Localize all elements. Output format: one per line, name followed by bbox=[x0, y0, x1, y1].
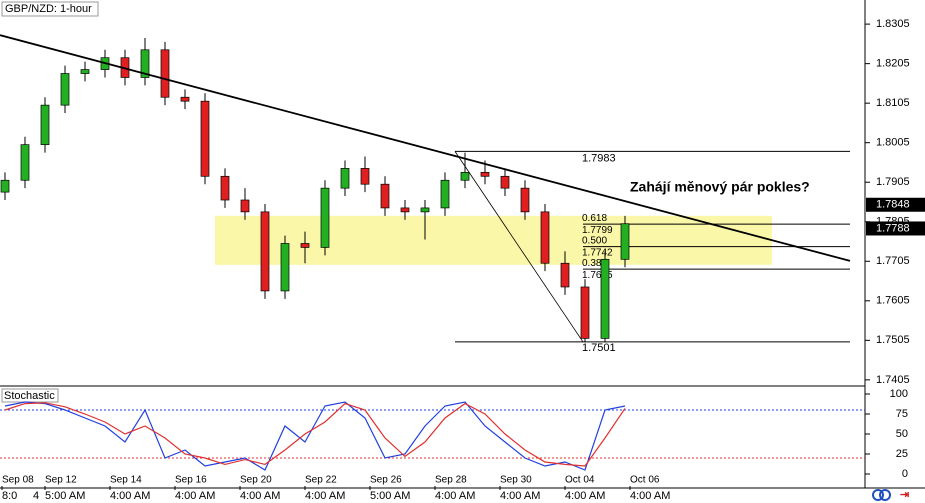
date-label: Sep 30 bbox=[500, 475, 532, 486]
close-icon[interactable]: ⇥ bbox=[900, 489, 909, 501]
chart-title: GBP/NZD: 1-hour bbox=[5, 3, 92, 15]
time-label: 4:00 AM bbox=[565, 490, 605, 502]
time-label: 4 bbox=[33, 490, 39, 502]
candle-body bbox=[540, 211, 550, 264]
fib-price: 1.7742 bbox=[582, 247, 613, 258]
candle-body bbox=[500, 175, 510, 189]
y-tick-label: 1.8105 bbox=[876, 97, 910, 109]
y-tick-label: 1.8205 bbox=[876, 58, 910, 70]
fib-diagonal bbox=[454, 151, 584, 343]
stoch-line bbox=[4, 401, 626, 471]
candle-body bbox=[420, 207, 430, 213]
link-icon[interactable] bbox=[872, 489, 884, 501]
date-label: Sep 12 bbox=[45, 475, 77, 486]
fib-ratio: 0.382 bbox=[582, 258, 607, 269]
candle-body bbox=[240, 199, 250, 213]
candle-body bbox=[180, 96, 190, 102]
date-label: Sep 22 bbox=[305, 475, 337, 486]
date-label: Oct 04 bbox=[565, 475, 595, 486]
time-label: 4:00 AM bbox=[175, 490, 215, 502]
candle-body bbox=[600, 258, 610, 339]
time-label: 4:00 AM bbox=[305, 490, 345, 502]
candle-body bbox=[80, 69, 90, 74]
price-tag bbox=[866, 221, 925, 236]
title-box bbox=[1, 1, 99, 17]
date-label: Sep 14 bbox=[110, 475, 142, 486]
candle-body bbox=[520, 187, 530, 213]
candle-body bbox=[320, 187, 330, 248]
y-tick-label: 1.7505 bbox=[876, 334, 910, 346]
stoch-tick-label: 0 bbox=[902, 468, 908, 480]
candle-body bbox=[620, 223, 630, 260]
stoch-title: Stochastic bbox=[4, 390, 55, 402]
time-label: 4:00 AM bbox=[240, 490, 280, 502]
date-label: Sep 16 bbox=[175, 475, 207, 486]
candle-body bbox=[160, 49, 170, 98]
fib-price: 1.7799 bbox=[582, 225, 613, 236]
candle-body bbox=[300, 243, 310, 248]
time-label: 4:00 AM bbox=[500, 490, 540, 502]
candle-body bbox=[260, 211, 270, 292]
candle-body bbox=[560, 262, 570, 288]
price-tag bbox=[866, 197, 925, 212]
price-tag-label: 1.7788 bbox=[876, 222, 910, 234]
fib-ratio: 0.500 bbox=[582, 235, 607, 246]
time-label: 5:00 AM bbox=[370, 490, 410, 502]
trendline bbox=[0, 34, 851, 262]
candle-body bbox=[40, 104, 50, 146]
candle-body bbox=[60, 73, 70, 106]
candle-body bbox=[140, 49, 150, 78]
candle-body bbox=[220, 175, 230, 201]
fib-price: 1.7685 bbox=[582, 270, 613, 281]
stoch-tick-label: 100 bbox=[890, 388, 908, 400]
candle-body bbox=[280, 243, 290, 292]
y-tick-label: 1.8305 bbox=[876, 18, 910, 30]
candle-body bbox=[460, 171, 470, 181]
stoch-tick-label: 75 bbox=[896, 408, 908, 420]
date-label: Sep 28 bbox=[435, 475, 467, 486]
icons[interactable]: ⇥ bbox=[872, 489, 909, 501]
time-label: 4:00 AM bbox=[110, 490, 150, 502]
stoch-tick-label: 50 bbox=[896, 428, 908, 440]
candle-body bbox=[0, 179, 10, 193]
time-label: 5:00 AM bbox=[45, 490, 85, 502]
candle-body bbox=[480, 171, 490, 177]
time-label: 8:0 bbox=[2, 490, 17, 502]
zone bbox=[215, 215, 772, 265]
time-label: 4:00 AM bbox=[630, 490, 670, 502]
candle-body bbox=[200, 100, 210, 177]
price-tag-label: 1.7848 bbox=[876, 199, 910, 211]
date-label: Sep 20 bbox=[240, 475, 272, 486]
candle-body bbox=[340, 168, 350, 189]
date-label: Oct 06 bbox=[630, 475, 660, 486]
candle-body bbox=[360, 168, 370, 185]
candle-body bbox=[440, 179, 450, 209]
fib-label: 1.7983 bbox=[582, 152, 616, 164]
link-icon[interactable] bbox=[879, 489, 891, 501]
annotation: Zahájí měnový pár pokles? bbox=[630, 179, 810, 195]
y-tick-label: 1.7405 bbox=[876, 374, 910, 386]
fib-label: 1.7501 bbox=[582, 342, 616, 354]
stoch-line bbox=[4, 402, 626, 467]
candle-body bbox=[20, 144, 30, 181]
date-label: Sep 08 bbox=[2, 475, 34, 486]
date-label: Sep 26 bbox=[370, 475, 402, 486]
time-label: 4:00 AM bbox=[435, 490, 475, 502]
y-tick-label: 1.7705 bbox=[876, 255, 910, 267]
y-tick-label: 1.8005 bbox=[876, 137, 910, 149]
candle-body bbox=[380, 183, 390, 209]
candle-body bbox=[400, 207, 410, 213]
candle-body bbox=[580, 286, 590, 339]
stoch-tick-label: 25 bbox=[896, 448, 908, 460]
fib-ratio: 0.618 bbox=[582, 213, 607, 224]
y-tick-label: 1.7905 bbox=[876, 176, 910, 188]
y-tick-label: 1.7605 bbox=[876, 295, 910, 307]
